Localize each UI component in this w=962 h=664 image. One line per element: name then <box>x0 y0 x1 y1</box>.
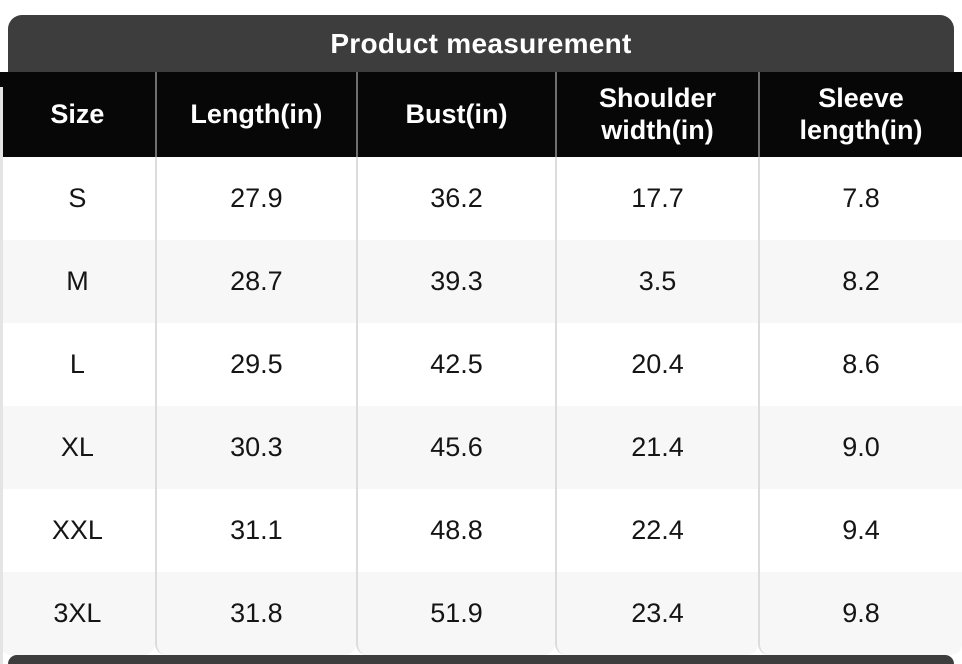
size-chart-page: Product measurement Size Length(in) Bust… <box>0 15 962 664</box>
size-cell: XL <box>0 406 155 489</box>
page-edge-stripe <box>0 87 3 664</box>
bust-cell: 36.2 <box>355 157 556 240</box>
table-title-bar: Product measurement <box>8 15 954 72</box>
bust-cell: 48.8 <box>355 489 556 572</box>
sleeve-cell: 7.8 <box>758 157 962 240</box>
sleeve-cell: 8.6 <box>758 323 962 406</box>
length-cell: 31.1 <box>154 489 356 572</box>
table-row-xl: XL 30.3 45.6 21.4 9.0 <box>0 406 962 489</box>
bust-cell: 51.9 <box>355 572 556 655</box>
table-row-xxl: XXL 31.1 48.8 22.4 9.4 <box>0 489 962 572</box>
shoulder-cell: 20.4 <box>555 323 759 406</box>
size-cell: S <box>0 157 155 240</box>
sleeve-cell: 9.4 <box>758 489 962 572</box>
size-cell: 3XL <box>0 572 155 655</box>
header-cell-bust: Bust(in) <box>355 72 555 157</box>
shoulder-cell: 22.4 <box>555 489 759 572</box>
header-cell-size: Size <box>50 98 105 129</box>
sleeve-cell: 9.0 <box>758 406 962 489</box>
header-cell-length: Length(in) <box>154 72 356 157</box>
table-row-m: M 28.7 39.3 3.5 8.2 <box>0 240 962 323</box>
length-cell: 30.3 <box>154 406 356 489</box>
sleeve-cell: 8.2 <box>758 240 962 323</box>
table-title: Product measurement <box>330 27 632 59</box>
header-cell-shoulder-width: Shoulder width(in) <box>555 72 758 157</box>
table-row-s: S 27.9 36.2 17.7 7.8 <box>0 157 962 240</box>
next-section-title-bar <box>8 655 954 664</box>
length-cell: 27.9 <box>154 157 356 240</box>
shoulder-cell: 21.4 <box>555 406 759 489</box>
length-cell: 31.8 <box>154 572 356 655</box>
table-row-3xl: 3XL 31.8 51.9 23.4 9.8 <box>0 572 962 655</box>
size-cell: M <box>0 240 155 323</box>
bust-cell: 39.3 <box>355 240 556 323</box>
header-cell-sleeve-length: Sleeve length(in) <box>758 72 962 157</box>
bust-cell: 45.6 <box>355 406 556 489</box>
table-row-l: L 29.5 42.5 20.4 8.6 <box>0 323 962 406</box>
shoulder-cell: 23.4 <box>555 572 759 655</box>
length-cell: 29.5 <box>154 323 356 406</box>
sleeve-cell: 9.8 <box>758 572 962 655</box>
size-cell: XXL <box>0 489 155 572</box>
bust-cell: 42.5 <box>355 323 556 406</box>
length-cell: 28.7 <box>154 240 356 323</box>
size-cell: L <box>0 323 155 406</box>
shoulder-cell: 3.5 <box>555 240 759 323</box>
table-header-row: Size Length(in) Bust(in) Shoulder width(… <box>0 72 962 157</box>
shoulder-cell: 17.7 <box>555 157 759 240</box>
